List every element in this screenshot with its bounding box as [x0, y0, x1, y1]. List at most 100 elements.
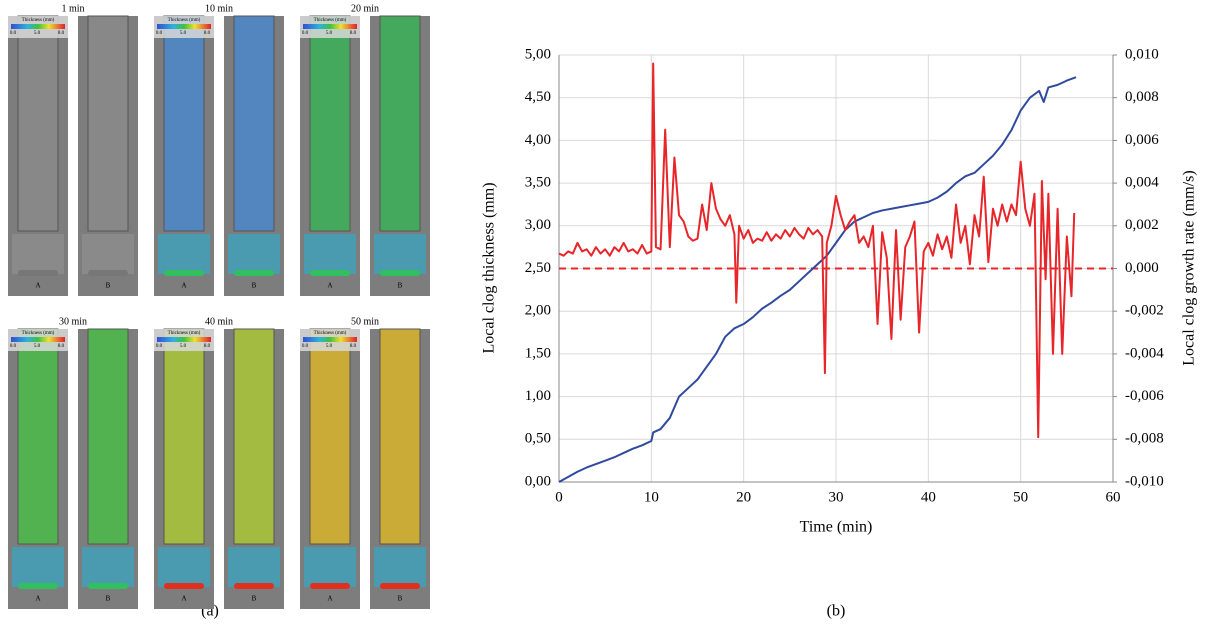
y2-tick-label: -0,004	[1125, 345, 1164, 361]
outlet	[374, 547, 426, 587]
caption-b: (b)	[827, 603, 846, 620]
y-tick-label: 5,00	[525, 46, 551, 62]
y-tick-label: 0,50	[525, 431, 551, 447]
outlet	[228, 547, 280, 587]
data-line	[558, 62, 1076, 439]
tube-edge	[233, 15, 275, 232]
outlet	[374, 234, 426, 274]
y2-tick-label: -0,008	[1125, 431, 1164, 447]
y2-axis-title: Local clog growth rate (mm/s)	[1181, 170, 1198, 366]
tube	[164, 329, 204, 544]
side-label: B	[106, 595, 111, 603]
tube-edge	[87, 328, 129, 545]
colorbar-tick: 8.0	[58, 31, 65, 36]
colorbar-tick: 0.0	[302, 344, 309, 349]
tube	[18, 329, 58, 544]
colorbar-tick: 8.0	[204, 31, 211, 36]
tube	[234, 16, 274, 231]
y2-tick-label: -0,010	[1125, 473, 1164, 489]
tube-edge	[87, 15, 129, 232]
colorbar-tick: 0.0	[10, 31, 17, 36]
data-line	[558, 76, 1077, 483]
tube-edge	[379, 328, 421, 545]
image-pair: 30 min A B Thickness (mm) 0.0 5.0 8.0	[8, 316, 138, 609]
side-label: A	[181, 282, 186, 290]
outlet	[82, 547, 134, 587]
outlet-bottom	[234, 583, 274, 589]
image-label: 50 min	[351, 316, 379, 327]
outlet	[82, 234, 134, 274]
outlet-bottom	[164, 583, 204, 589]
colorbar-title: Thickness (mm)	[314, 331, 347, 336]
outlet	[158, 234, 210, 274]
tube	[380, 329, 420, 544]
y-tick-label: 3,00	[525, 217, 551, 233]
colorbar-tick: 0.0	[10, 344, 17, 349]
side-label: A	[327, 282, 332, 290]
x-tick-label: 20	[736, 489, 751, 505]
colorbar-title: Thickness (mm)	[22, 331, 55, 336]
colorbar-tick: 0.0	[302, 31, 309, 36]
x-tick-label: 30	[829, 489, 844, 505]
colorbar	[303, 337, 357, 342]
colorbar-tick: 8.0	[204, 344, 211, 349]
outlet-bottom	[88, 583, 128, 589]
image-label: 20 min	[351, 3, 379, 14]
outlet-bottom	[310, 270, 350, 276]
y2-tick-label: 0,008	[1125, 89, 1159, 105]
colorbar	[157, 337, 211, 342]
side-label: A	[327, 595, 332, 603]
colorbar-tick: 5.0	[34, 31, 41, 36]
side-label: B	[252, 282, 257, 290]
image-pair: 20 min A B Thickness (mm) 0.0 5.0 8.0	[300, 3, 430, 296]
outlet-bottom	[164, 270, 204, 276]
y2-tick-label: -0,002	[1125, 303, 1164, 319]
side-label: B	[106, 282, 111, 290]
y-axis-title: Local clog thickness (mm)	[481, 182, 498, 353]
image-label: 40 min	[205, 316, 233, 327]
side-label: A	[35, 595, 40, 603]
colorbar-tick: 5.0	[326, 31, 333, 36]
tube-edge	[379, 15, 421, 232]
side-label: B	[398, 282, 403, 290]
image-pair: 1 min A B Thickness (mm) 0.0 5.0 8.0	[8, 3, 138, 296]
colorbar-tick: 0.0	[156, 344, 163, 349]
tube	[18, 16, 58, 231]
side-label: A	[35, 282, 40, 290]
colorbar-tick: 8.0	[350, 344, 357, 349]
side-label: B	[252, 595, 257, 603]
x-tick-label: 40	[921, 489, 936, 505]
outlet-bottom	[380, 270, 420, 276]
colorbar-title: Thickness (mm)	[314, 18, 347, 23]
tube	[310, 329, 350, 544]
image-label: 30 min	[59, 316, 87, 327]
image-pair: 40 min A B Thickness (mm) 0.0 5.0 8.0	[154, 316, 284, 609]
y-tick-label: 2,50	[525, 260, 551, 276]
side-label: A	[181, 595, 186, 603]
colorbar-tick: 5.0	[326, 344, 333, 349]
y2-tick-label: 0,006	[1125, 132, 1159, 148]
y-tick-label: 4,50	[525, 89, 551, 105]
outlet	[158, 547, 210, 587]
outlet-bottom	[18, 583, 58, 589]
y-tick-label: 1,50	[525, 345, 551, 361]
image-label: 1 min	[61, 3, 84, 14]
y2-tick-label: 0,002	[1125, 217, 1159, 233]
y-tick-label: 3,50	[525, 175, 551, 191]
y-tick-label: 1,00	[525, 388, 551, 404]
colorbar-title: Thickness (mm)	[168, 331, 201, 336]
colorbar-tick: 8.0	[350, 31, 357, 36]
outlet	[304, 234, 356, 274]
image-label: 10 min	[205, 3, 233, 14]
y2-tick-label: -0,006	[1125, 388, 1164, 404]
outlet-bottom	[88, 270, 128, 276]
x-tick-label: 50	[1013, 489, 1028, 505]
outlet	[12, 547, 64, 587]
colorbar	[157, 24, 211, 29]
tube	[88, 329, 128, 544]
x-tick-label: 60	[1106, 489, 1121, 505]
outlet-bottom	[234, 270, 274, 276]
x-tick-label: 0	[555, 489, 563, 505]
side-label: B	[398, 595, 403, 603]
